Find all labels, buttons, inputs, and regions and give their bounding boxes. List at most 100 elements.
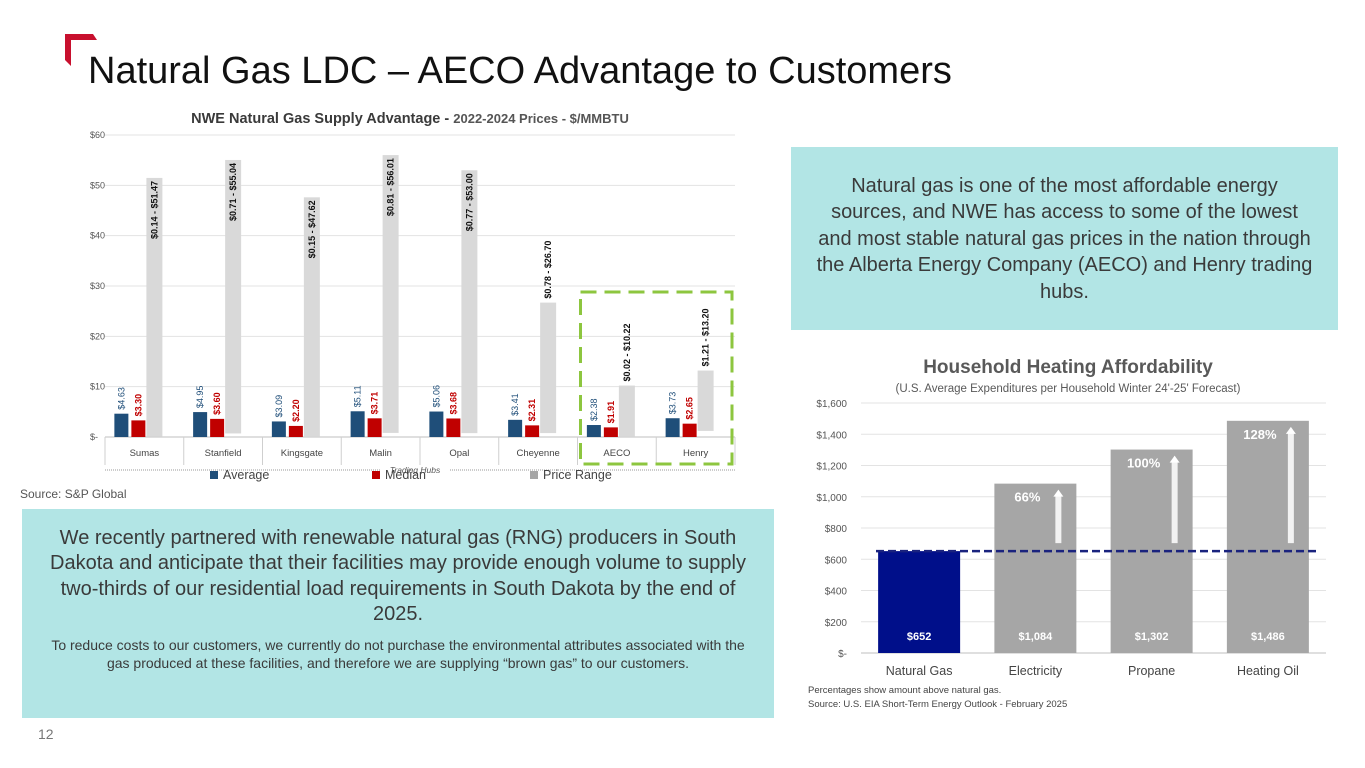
chart-title: Household Heating Affordability [923,357,1213,378]
info-box-rng-body: To reduce costs to our customers, we cur… [51,636,745,672]
bar-range-henry [697,370,714,431]
y-tick-label: $40 [90,231,105,241]
source-note: Source: S&P Global [20,487,127,501]
y-tick-label: $20 [90,331,105,341]
corner-accent-icon [65,34,97,66]
category-label-electricity: Electricity [1009,664,1063,678]
label-range-sumas: $0.14 - $51.47 [149,181,159,239]
label-median-malin: $3.71 [370,392,380,415]
bar-average-kingsgate [271,421,286,437]
legend-label-median: Median [385,468,426,482]
bar-average-stanfield [193,412,208,437]
bar-median-malin [367,418,382,437]
bar-range-cheyenne [540,302,557,434]
bar-range-opal [461,170,478,434]
category-label-malin: Malin [369,448,392,459]
chart-title-rest: 2022-2024 Prices - $/MMBTU [453,111,629,126]
bar-median-opal [446,418,461,437]
value-label-propane: $1,302 [1135,631,1169,643]
bar-range-kingsgate [303,197,320,437]
bar-range-stanfield [225,159,242,434]
bar-range-malin [382,155,399,433]
increase-arrow-head-heating-oil [1285,426,1296,434]
value-label-electricity: $1,084 [1019,631,1054,643]
bar-electricity [994,483,1077,653]
category-label-stanfield: Stanfield [205,448,242,459]
label-average-stanfield: $4.95 [195,386,205,409]
info-box-rng: We recently partnered with renewable nat… [22,509,774,718]
chart-subtitle: (U.S. Average Expenditures per Household… [896,383,1241,395]
increase-arrow-shaft-heating-oil [1287,431,1294,544]
category-label-aeco: AECO [603,448,630,459]
y-tick-label: $30 [90,281,105,291]
y-tick-label: $1,600 [816,399,847,410]
category-label-henry: Henry [683,448,709,459]
bar-range-aeco [618,385,635,437]
heating-affordability-chart: Household Heating Affordability (U.S. Ave… [808,357,1326,710]
y-tick-label: $1,000 [816,493,847,504]
label-range-malin: $0.81 - $56.01 [386,158,396,216]
label-range-opal: $0.77 - $53.00 [464,173,474,231]
bar-average-malin [350,411,365,437]
page-title: Natural Gas LDC – AECO Advantage to Cust… [88,50,952,92]
category-label-heating-oil: Heating Oil [1237,664,1299,678]
y-tick-label: $- [90,432,98,442]
category-label-kingsgate: Kingsgate [281,448,323,459]
label-range-henry: $1.21 - $13.20 [701,308,711,366]
chart-title-bold: NWE Natural Gas Supply Advantage - [191,111,453,127]
bar-heating-oil [1226,420,1309,653]
chart-footnote-source: Source: U.S. EIA Short-Term Energy Outlo… [808,699,1067,710]
label-average-aeco: $2.38 [589,398,599,421]
bar-average-henry [665,418,680,437]
legend-label-average: Average [223,468,269,482]
y-tick-label: $- [838,649,847,660]
label-median-kingsgate: $2.20 [291,399,301,422]
label-median-cheyenne: $2.31 [527,399,537,422]
y-tick-label: $600 [825,555,848,566]
legend-swatch-median [372,471,380,479]
percent-label-electricity: 66% [1014,490,1040,505]
info-box-affordability: Natural gas is one of the most affordabl… [791,147,1338,330]
increase-arrow-shaft-electricity [1055,494,1062,544]
info-box-rng-headline: We recently partnered with renewable nat… [50,527,746,626]
category-label-propane: Propane [1128,664,1175,678]
legend-label-price-range: Price Range [543,468,612,482]
label-median-aeco: $1.91 [606,401,616,424]
increase-arrow-head-electricity [1053,489,1064,497]
label-median-sumas: $3.30 [133,394,143,417]
chart-footnote-percentages: Percentages show amount above natural ga… [808,685,1001,696]
y-tick-label: $1,400 [816,430,847,441]
label-average-cheyenne: $3.41 [510,393,520,416]
label-range-cheyenne: $0.78 - $26.70 [543,241,553,299]
bar-median-henry [682,423,697,437]
y-tick-label: $50 [90,180,105,190]
percent-label-propane: 100% [1127,456,1161,471]
bar-median-sumas [131,420,146,437]
y-tick-label: $200 [825,618,848,629]
label-average-malin: $5.11 [353,385,363,407]
legend-swatch-average [210,471,218,479]
label-range-stanfield: $0.71 - $55.04 [228,163,238,221]
info-box-affordability-text: Natural gas is one of the most affordabl… [816,175,1313,303]
x-axis-title: Trading Hubs [390,465,441,475]
y-tick-label: $1,200 [816,462,847,473]
label-range-kingsgate: $0.15 - $47.62 [307,200,317,258]
highlight-box [579,290,734,466]
label-median-henry: $2.65 [685,397,695,420]
label-average-kingsgate: $3.09 [274,395,284,418]
increase-arrow-head-propane [1169,455,1180,463]
category-label-opal: Opal [449,448,469,459]
bar-average-opal [429,411,444,437]
label-range-aeco: $0.02 - $10.22 [622,323,632,381]
supply-advantage-chart: NWE Natural Gas Supply Advantage - 2022-… [90,111,736,482]
bar-average-aeco [586,425,601,437]
value-label-natural-gas: $652 [907,631,931,643]
bar-natural-gas [878,551,961,653]
bar-range-sumas [146,177,163,437]
label-median-stanfield: $3.60 [212,392,222,415]
y-tick-label: $10 [90,382,105,392]
page-number: 12 [38,726,54,742]
percent-label-heating-oil: 128% [1243,427,1277,442]
bar-average-cheyenne [508,419,523,437]
y-tick-label: $800 [825,524,848,535]
